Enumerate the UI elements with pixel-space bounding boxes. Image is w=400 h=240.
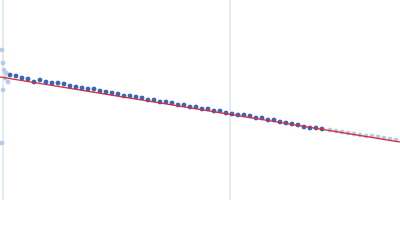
data-point xyxy=(97,88,103,94)
data-point xyxy=(103,89,109,95)
data-point xyxy=(133,94,139,100)
chart xyxy=(0,0,400,200)
data-point xyxy=(0,60,6,66)
data-point xyxy=(0,140,5,146)
data-point xyxy=(67,83,73,89)
data-point xyxy=(5,79,11,85)
data-point xyxy=(7,72,13,78)
fit-line xyxy=(0,76,400,143)
data-point xyxy=(0,87,6,93)
data-point xyxy=(37,77,43,83)
data-point xyxy=(109,90,115,96)
data-point xyxy=(91,86,97,92)
data-point xyxy=(61,81,67,87)
data-point xyxy=(79,85,85,91)
data-point xyxy=(43,79,49,85)
data-point xyxy=(25,76,31,82)
data-point xyxy=(0,47,5,53)
data-point xyxy=(55,80,61,86)
data-point xyxy=(73,84,79,90)
data-point xyxy=(139,95,145,101)
data-point xyxy=(85,86,91,92)
data-point xyxy=(13,73,19,79)
data-point xyxy=(127,93,133,99)
data-point xyxy=(19,75,25,81)
data-point xyxy=(49,80,55,86)
data-point xyxy=(3,70,9,76)
data-point xyxy=(115,91,121,97)
